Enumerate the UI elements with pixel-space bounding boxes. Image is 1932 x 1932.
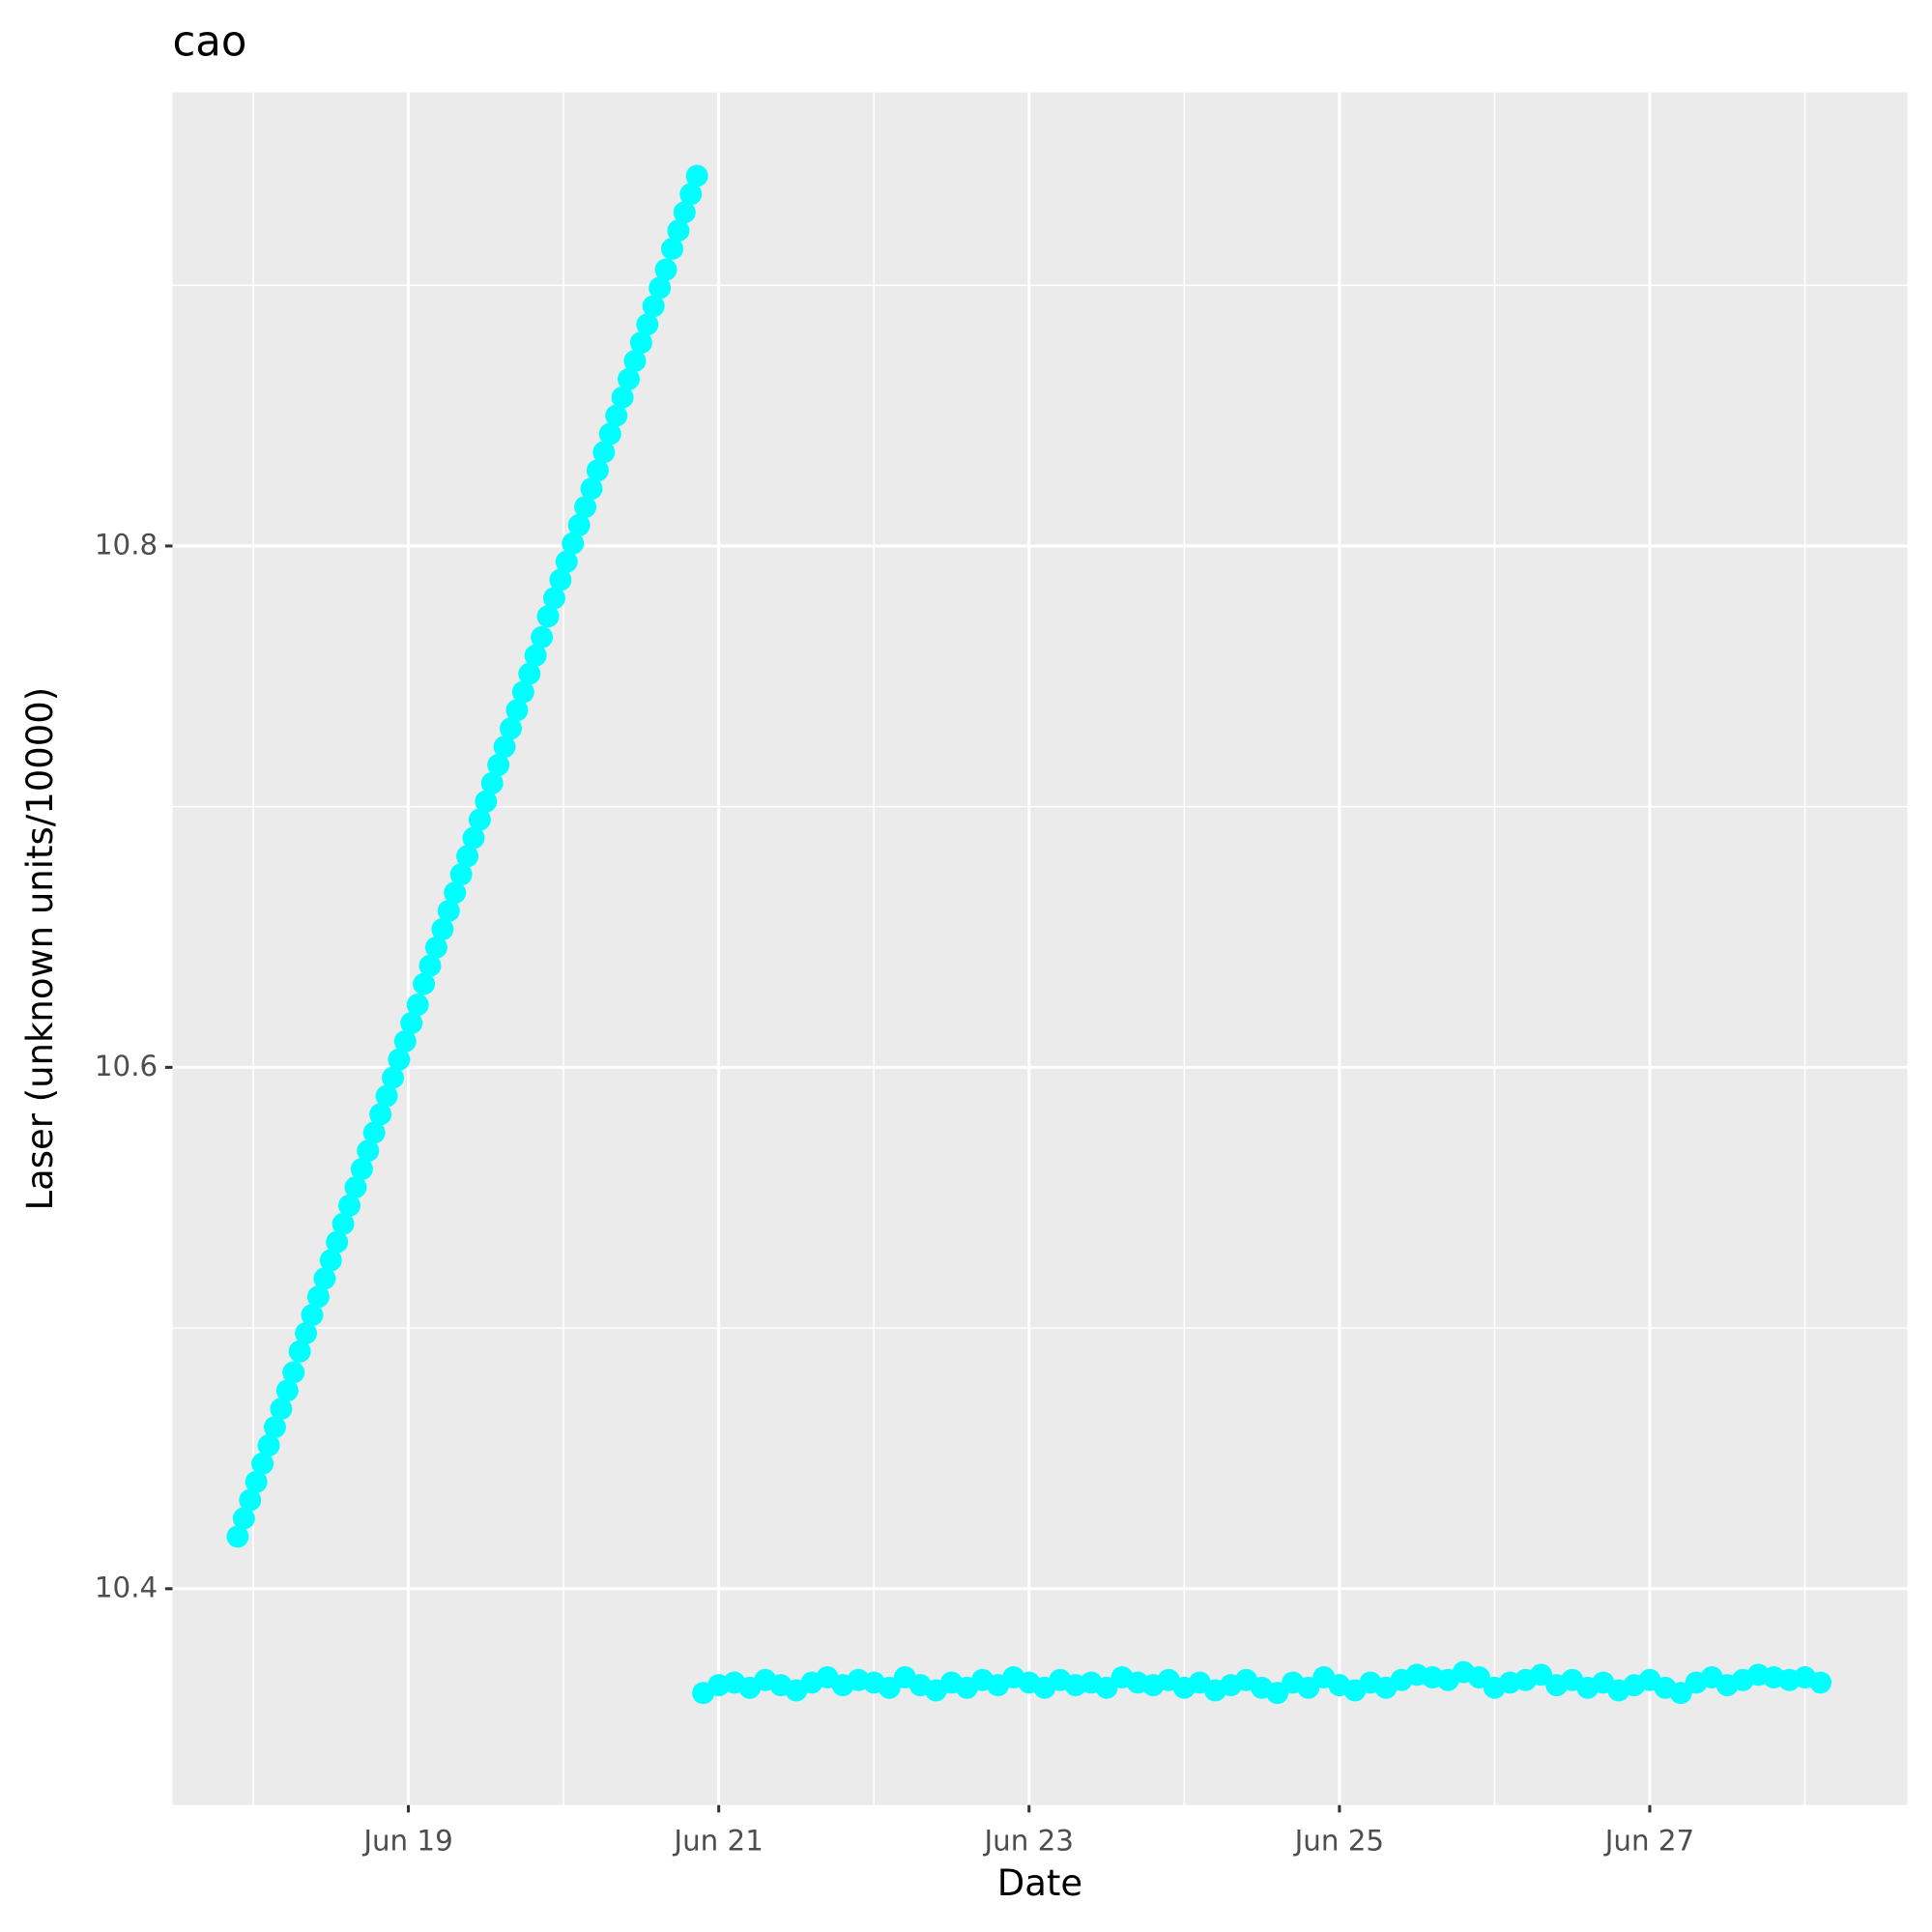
point bbox=[618, 367, 640, 390]
y-axis-title: Laser (unknown units/10000) bbox=[19, 687, 61, 1211]
point bbox=[418, 954, 442, 977]
point bbox=[306, 1285, 330, 1309]
point bbox=[493, 735, 516, 759]
point bbox=[679, 183, 703, 206]
x-tick-label: Jun 21 bbox=[672, 1824, 763, 1857]
point bbox=[449, 863, 473, 886]
point bbox=[531, 625, 554, 649]
point bbox=[413, 972, 436, 995]
point bbox=[431, 917, 454, 940]
point bbox=[1467, 1666, 1490, 1688]
point bbox=[393, 1029, 417, 1053]
point bbox=[524, 644, 547, 667]
point bbox=[424, 936, 447, 959]
point bbox=[1095, 1676, 1118, 1699]
point bbox=[642, 295, 665, 318]
point bbox=[536, 605, 560, 628]
point bbox=[542, 587, 565, 610]
point bbox=[462, 826, 485, 850]
point bbox=[500, 717, 522, 740]
point bbox=[437, 900, 460, 923]
point bbox=[505, 699, 529, 722]
point bbox=[555, 550, 578, 573]
point bbox=[257, 1433, 280, 1456]
point bbox=[332, 1212, 355, 1235]
point bbox=[319, 1249, 342, 1272]
point bbox=[580, 477, 603, 501]
point bbox=[562, 532, 585, 555]
x-tick-label: Jun 23 bbox=[983, 1824, 1074, 1857]
point bbox=[549, 568, 572, 591]
point bbox=[381, 1066, 404, 1089]
point bbox=[362, 1121, 386, 1144]
point bbox=[567, 513, 591, 536]
point bbox=[1530, 1663, 1553, 1687]
point bbox=[301, 1304, 324, 1327]
point bbox=[685, 164, 708, 187]
point bbox=[667, 219, 690, 243]
point bbox=[673, 201, 696, 224]
point bbox=[270, 1398, 293, 1421]
point bbox=[226, 1525, 249, 1548]
point bbox=[1809, 1671, 1832, 1694]
x-axis-title: Date bbox=[997, 1862, 1082, 1904]
y-tick-label: 10.4 bbox=[95, 1571, 158, 1603]
point bbox=[282, 1361, 305, 1384]
point bbox=[245, 1470, 268, 1493]
point bbox=[636, 313, 659, 336]
point bbox=[1266, 1682, 1289, 1705]
point bbox=[611, 386, 634, 409]
point bbox=[592, 441, 616, 464]
point bbox=[487, 754, 510, 776]
point bbox=[456, 845, 479, 868]
point bbox=[444, 881, 467, 905]
point bbox=[518, 662, 541, 685]
point bbox=[326, 1230, 349, 1254]
panel bbox=[172, 92, 1908, 1805]
point bbox=[660, 237, 683, 260]
point bbox=[350, 1158, 373, 1181]
y-tick-label: 10.8 bbox=[95, 528, 158, 561]
point bbox=[239, 1488, 262, 1512]
point bbox=[468, 808, 491, 831]
point bbox=[480, 771, 504, 794]
point bbox=[654, 258, 678, 281]
point bbox=[878, 1676, 901, 1699]
point bbox=[388, 1048, 411, 1071]
point bbox=[649, 276, 672, 300]
chart-title: cao bbox=[172, 17, 246, 66]
point bbox=[1669, 1682, 1692, 1705]
points bbox=[226, 164, 1832, 1705]
point bbox=[295, 1322, 318, 1344]
point bbox=[598, 422, 621, 446]
point bbox=[400, 1012, 423, 1034]
x-tick-label: Jun 25 bbox=[1293, 1824, 1384, 1857]
point bbox=[574, 495, 597, 518]
point bbox=[375, 1084, 398, 1108]
y-tick-label: 10.6 bbox=[95, 1050, 158, 1082]
point bbox=[263, 1416, 286, 1439]
point bbox=[586, 459, 609, 482]
point bbox=[344, 1175, 367, 1198]
point bbox=[357, 1139, 380, 1163]
point bbox=[369, 1103, 392, 1126]
x-tick-label: Jun 27 bbox=[1603, 1824, 1694, 1857]
point bbox=[275, 1379, 299, 1402]
x-tick-label: Jun 19 bbox=[361, 1824, 452, 1857]
point bbox=[313, 1267, 336, 1290]
point bbox=[623, 349, 647, 372]
point bbox=[232, 1507, 255, 1530]
point bbox=[511, 680, 534, 704]
point bbox=[1297, 1676, 1320, 1699]
point bbox=[406, 994, 429, 1017]
point bbox=[338, 1194, 360, 1217]
point bbox=[629, 332, 652, 355]
point bbox=[475, 790, 498, 813]
point bbox=[605, 404, 628, 427]
grid bbox=[172, 92, 1908, 1805]
point bbox=[251, 1452, 274, 1475]
point bbox=[288, 1340, 311, 1363]
